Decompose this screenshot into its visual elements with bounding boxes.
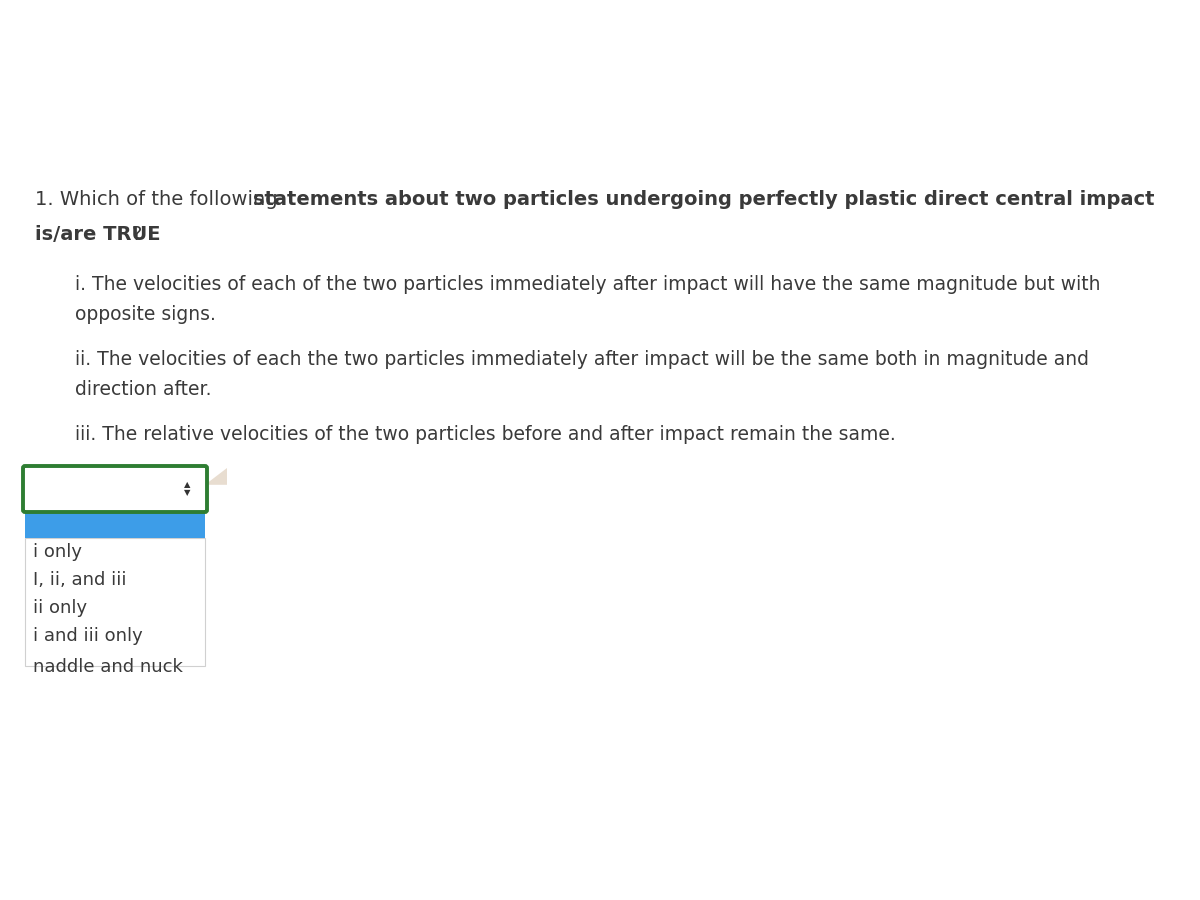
Text: i. The velocities of each of the two particles immediately after impact will hav: i. The velocities of each of the two par… <box>74 275 1100 294</box>
Text: ▼: ▼ <box>184 489 191 498</box>
FancyBboxPatch shape <box>23 466 208 512</box>
Text: 1. Which of the following: 1. Which of the following <box>35 190 284 209</box>
Text: statements about two particles undergoing perfectly plastic direct central impac: statements about two particles undergoin… <box>253 190 1154 209</box>
Text: is/are TRUE: is/are TRUE <box>35 225 161 244</box>
Bar <box>25 510 205 538</box>
Text: ii only: ii only <box>34 599 88 617</box>
Text: direction after.: direction after. <box>74 380 211 399</box>
Text: ii. The velocities of each the two particles immediately after impact will be th: ii. The velocities of each the two parti… <box>74 350 1090 369</box>
Text: i and iii only: i and iii only <box>34 627 143 645</box>
Text: i only: i only <box>34 543 82 561</box>
Text: I, ii, and iii: I, ii, and iii <box>34 571 126 589</box>
Text: naddle and nuck: naddle and nuck <box>34 658 182 676</box>
Text: ?: ? <box>132 225 143 244</box>
Bar <box>25 538 205 666</box>
Text: iii. The relative velocities of the two particles before and after impact remain: iii. The relative velocities of the two … <box>74 425 895 444</box>
Text: opposite signs.: opposite signs. <box>74 305 216 324</box>
Polygon shape <box>205 468 227 485</box>
Text: ▲: ▲ <box>184 481 191 490</box>
